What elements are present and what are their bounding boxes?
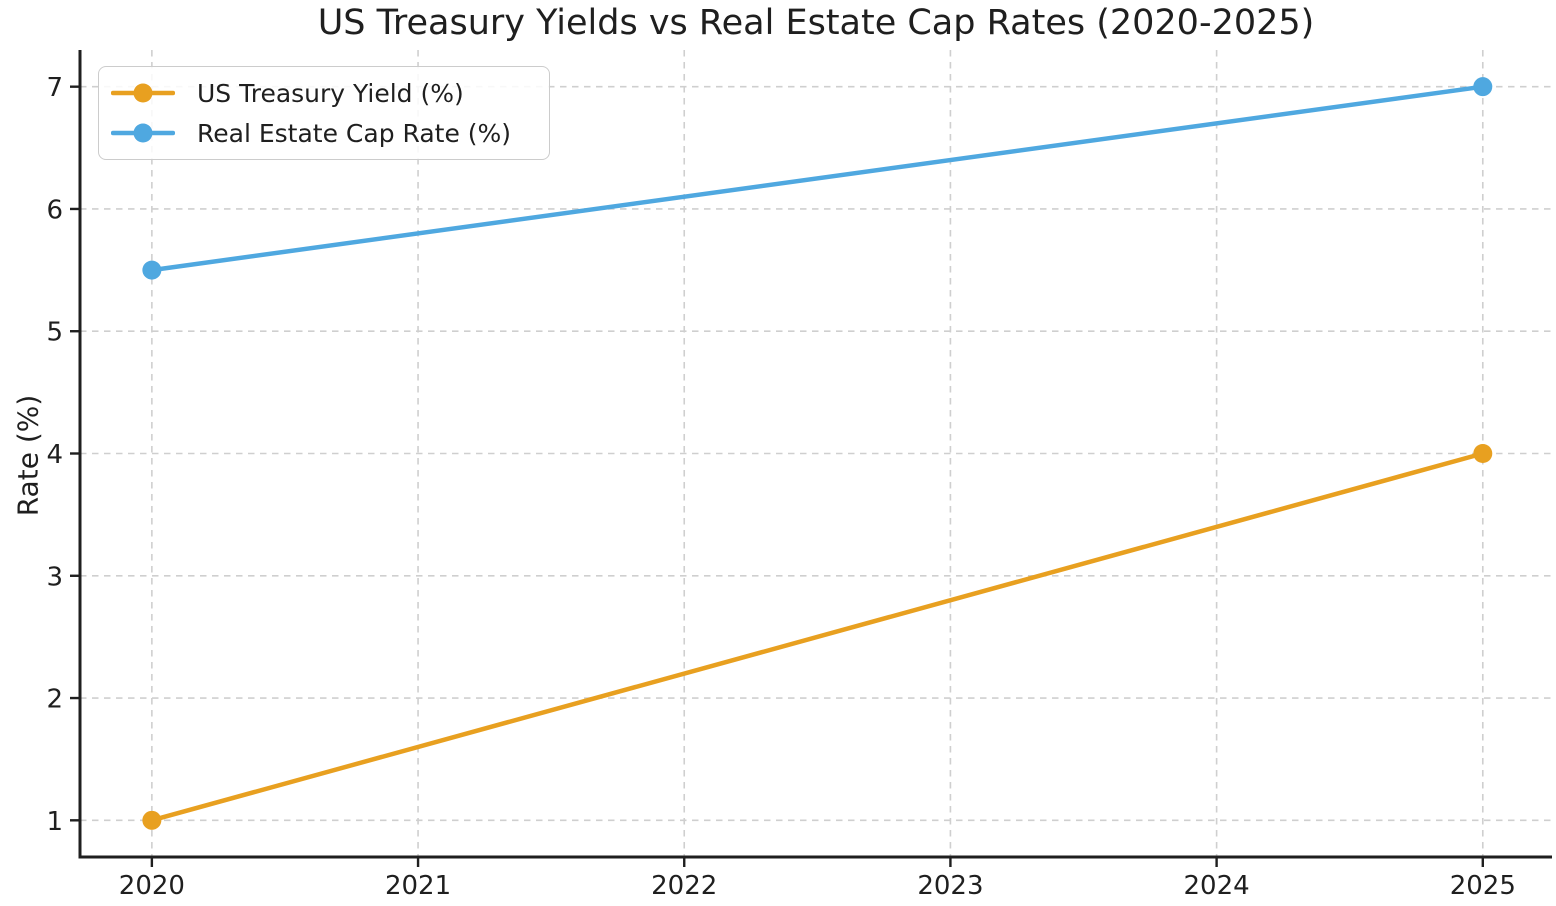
- x-tick-label: 2022: [651, 871, 717, 901]
- legend-label-treasury: US Treasury Yield (%): [197, 78, 464, 108]
- series-line: [149, 451, 1486, 823]
- y-tick-label: 3: [46, 562, 63, 592]
- data-point-marker: [1473, 77, 1493, 97]
- series-line: [149, 84, 1486, 273]
- chart-title: US Treasury Yields vs Real Estate Cap Ra…: [317, 3, 1315, 43]
- legend: US Treasury Yield (%) Real Estate Cap Ra…: [98, 66, 550, 160]
- legend-label-cap-rate: Real Estate Cap Rate (%): [197, 118, 512, 148]
- legend-line-marker-icon: [111, 83, 175, 103]
- legend-item-treasury: US Treasury Yield (%): [111, 73, 539, 113]
- y-tick-label: 2: [46, 685, 63, 715]
- x-tick-label: 2023: [917, 871, 983, 901]
- legend-line-marker-icon: [111, 123, 175, 143]
- y-tick-label: 5: [46, 318, 63, 348]
- data-point-marker: [142, 810, 162, 830]
- x-tick-label: 2021: [385, 871, 451, 901]
- x-tick-label: 2025: [1450, 871, 1516, 901]
- y-tick-label: 7: [46, 73, 63, 103]
- data-point-marker: [142, 260, 162, 280]
- data-point-marker: [1473, 444, 1493, 463]
- y-tick-label: 1: [46, 807, 63, 837]
- y-tick-label: 6: [46, 195, 63, 225]
- y-tick-label: 4: [46, 440, 63, 470]
- legend-item-cap-rate: Real Estate Cap Rate (%): [111, 113, 539, 153]
- x-tick-label: 2020: [119, 871, 185, 901]
- x-tick-label: 2024: [1184, 871, 1250, 901]
